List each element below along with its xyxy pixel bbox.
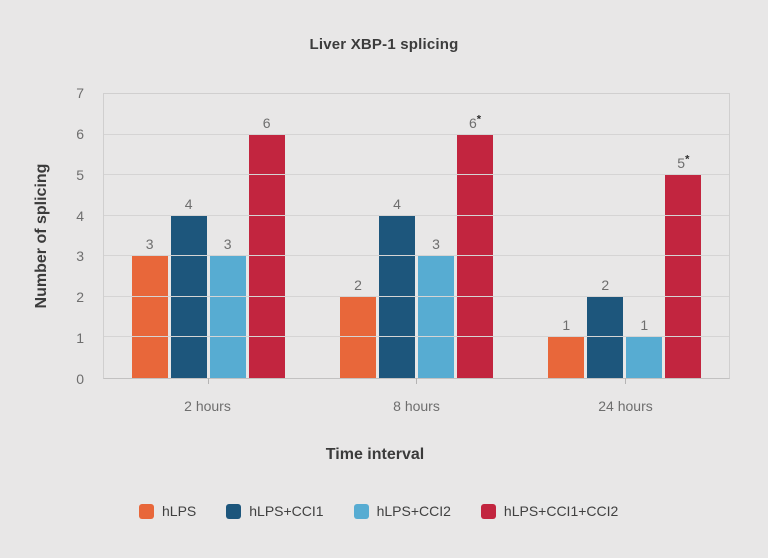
bar-column: 1 bbox=[548, 94, 585, 378]
bar bbox=[378, 215, 415, 378]
bar-group: 2 4 3 6* bbox=[312, 94, 520, 384]
y-tick-label: 6 bbox=[76, 125, 84, 142]
gridline bbox=[104, 214, 729, 216]
legend-swatch bbox=[353, 503, 369, 519]
y-axis-tick-labels: 0 1 2 3 4 5 6 7 bbox=[0, 86, 95, 386]
legend-swatch bbox=[139, 503, 154, 519]
bar-value-label: 5* bbox=[677, 153, 690, 172]
y-tick-label: 7 bbox=[76, 85, 84, 101]
bar-column: 3 bbox=[131, 94, 168, 378]
plot-area: 3 4 3 6 2 4 3 6* 1 2 1 5* bbox=[103, 93, 730, 384]
bar-value-label: 3 bbox=[145, 236, 154, 253]
bar-value-label: 2 bbox=[601, 276, 610, 293]
gridline bbox=[104, 255, 729, 257]
legend-swatch bbox=[226, 503, 242, 519]
legend-swatch bbox=[480, 503, 496, 519]
bar-group: 1 2 1 5* bbox=[521, 94, 729, 384]
category-axis-tick bbox=[416, 378, 418, 384]
y-tick-label: 1 bbox=[76, 330, 84, 347]
chart-title: Liver XBP-1 splicing bbox=[309, 36, 459, 53]
x-tick-label: 8 hours bbox=[393, 398, 440, 414]
bar bbox=[626, 337, 663, 378]
legend-label: hLPS+CCI1 bbox=[249, 503, 324, 519]
significance-star: * bbox=[685, 153, 690, 166]
significance-star: * bbox=[476, 112, 482, 125]
bar-column: 4 bbox=[378, 94, 415, 378]
bar-value-label: 1 bbox=[562, 317, 571, 334]
bar bbox=[665, 175, 702, 378]
legend-label: hLPS+CCI2 bbox=[376, 503, 451, 519]
x-axis-tick-labels: 2 hours 8 hours 24 hours bbox=[103, 398, 730, 414]
bar-column: 3 bbox=[209, 94, 246, 378]
bar-value-label: 3 bbox=[432, 236, 440, 253]
bar-column: 6 bbox=[248, 94, 285, 378]
bar-value-label: 2 bbox=[354, 276, 362, 293]
bar-column: 1 bbox=[626, 94, 663, 378]
gridline bbox=[104, 336, 729, 338]
x-tick-label: 24 hours bbox=[598, 398, 653, 414]
bar-column: 3 bbox=[417, 94, 454, 378]
bar-column: 5* bbox=[665, 94, 702, 378]
bar-value-label: 3 bbox=[223, 236, 232, 253]
bar bbox=[417, 256, 454, 378]
bar-column: 2 bbox=[587, 94, 624, 378]
x-axis-title: Time interval bbox=[325, 446, 425, 463]
category-axis-tick bbox=[624, 378, 626, 384]
y-tick-label: 3 bbox=[76, 248, 84, 265]
legend-label: hLPS+CCI1+CCI2 bbox=[503, 503, 619, 519]
bar-value-label: 6 bbox=[262, 114, 271, 131]
bar-value-label: 4 bbox=[393, 195, 401, 212]
gridline bbox=[104, 174, 729, 176]
legend-item: hLPS bbox=[139, 503, 196, 519]
bar bbox=[209, 256, 246, 378]
x-tick-label: 2 hours bbox=[184, 398, 231, 414]
bar bbox=[131, 256, 168, 378]
legend-item: hLPS+CCI1 bbox=[226, 503, 324, 519]
y-tick-label: 0 bbox=[76, 371, 84, 387]
y-tick-label: 2 bbox=[76, 289, 84, 306]
bar-column: 4 bbox=[170, 94, 207, 378]
bar-value-label: 1 bbox=[640, 317, 649, 334]
y-tick-label: 5 bbox=[76, 166, 84, 183]
legend-label: hLPS bbox=[162, 503, 197, 519]
legend-item: hLPS+CCI1+CCI2 bbox=[480, 503, 619, 519]
gridline bbox=[104, 295, 729, 297]
legend: hLPS hLPS+CCI1 hLPS+CCI2 hLPS+CCI1+CCI2 bbox=[139, 503, 618, 519]
y-tick-label: 4 bbox=[76, 207, 84, 224]
category-axis-tick bbox=[208, 378, 210, 384]
bar bbox=[170, 215, 207, 378]
gridline bbox=[104, 133, 729, 135]
bar-groups-container: 3 4 3 6 2 4 3 6* 1 2 1 5* bbox=[104, 94, 729, 384]
bar-value-label: 4 bbox=[184, 195, 193, 212]
bar-column: 2 bbox=[339, 94, 376, 378]
bar bbox=[548, 337, 585, 378]
bar-value-label: 6* bbox=[468, 112, 482, 131]
bar-column: 6* bbox=[456, 94, 493, 378]
legend-item: hLPS+CCI2 bbox=[353, 503, 451, 519]
bar-group: 3 4 3 6 bbox=[104, 94, 312, 384]
